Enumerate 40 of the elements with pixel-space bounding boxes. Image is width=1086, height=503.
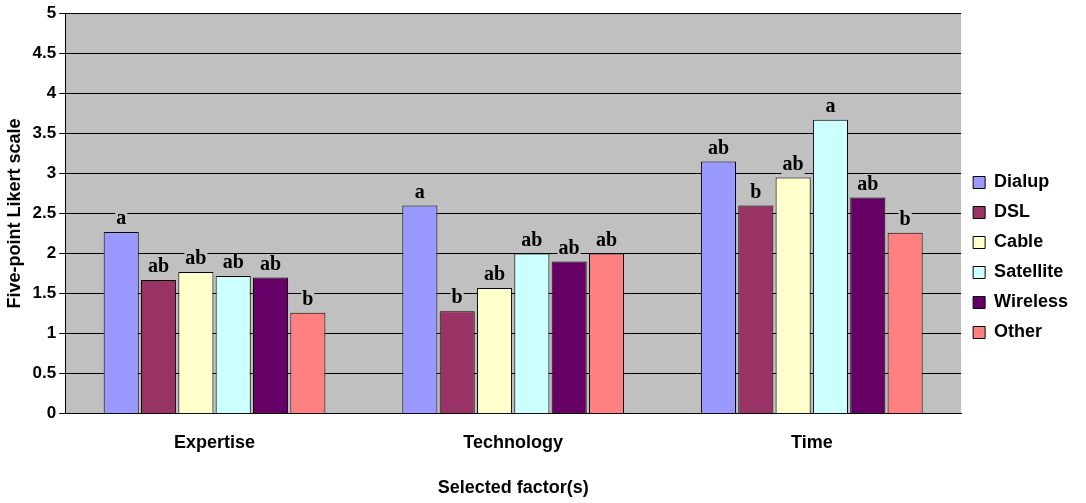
y-tick-label: 0.5: [32, 363, 57, 383]
x-axis-title: Selected factor(s): [437, 477, 589, 498]
data-label: ab: [558, 235, 580, 258]
data-label: ab: [185, 246, 207, 269]
data-label: ab: [857, 171, 879, 194]
data-label: a: [116, 206, 127, 229]
y-tick-label: 3.5: [32, 123, 57, 143]
data-label: b: [750, 179, 762, 202]
y-tick-label: 2: [46, 243, 57, 263]
x-tick-label: Technology: [463, 431, 564, 452]
data-label: b: [302, 287, 314, 310]
y-axis-title: Five-point Likert scale: [3, 118, 24, 309]
y-tick-label: 3: [46, 163, 57, 183]
y-tick-label: 0: [46, 403, 57, 423]
data-label: ab: [782, 151, 804, 174]
y-tick-label: 5: [46, 2, 57, 22]
x-tick-label: Time: [790, 431, 833, 452]
data-label: b: [899, 206, 911, 229]
legend-label: DSL: [994, 201, 1031, 222]
legend-label: Other: [994, 321, 1043, 342]
y-tick-label: 4: [46, 83, 57, 103]
data-label: ab: [521, 227, 543, 250]
data-label: ab: [483, 262, 506, 285]
legend-label: Satellite: [994, 261, 1064, 282]
x-tick-label: Expertise: [174, 431, 256, 452]
y-tick-label: 4.5: [32, 42, 57, 62]
data-label: ab: [707, 135, 730, 158]
y-tick-label: 2.5: [32, 203, 57, 223]
data-label: a: [825, 93, 836, 116]
data-label: ab: [595, 227, 618, 250]
data-label: ab: [147, 254, 170, 277]
legend-label: Wireless: [994, 291, 1069, 312]
data-label: ab: [222, 250, 244, 273]
legend-label: Dialup: [994, 171, 1050, 192]
y-tick-label: 1: [46, 323, 57, 343]
y-tick-label: 1.5: [32, 283, 57, 303]
data-label: a: [414, 179, 425, 202]
data-label: b: [451, 285, 463, 308]
data-label: ab: [259, 251, 282, 274]
legend-label: Cable: [994, 231, 1044, 252]
